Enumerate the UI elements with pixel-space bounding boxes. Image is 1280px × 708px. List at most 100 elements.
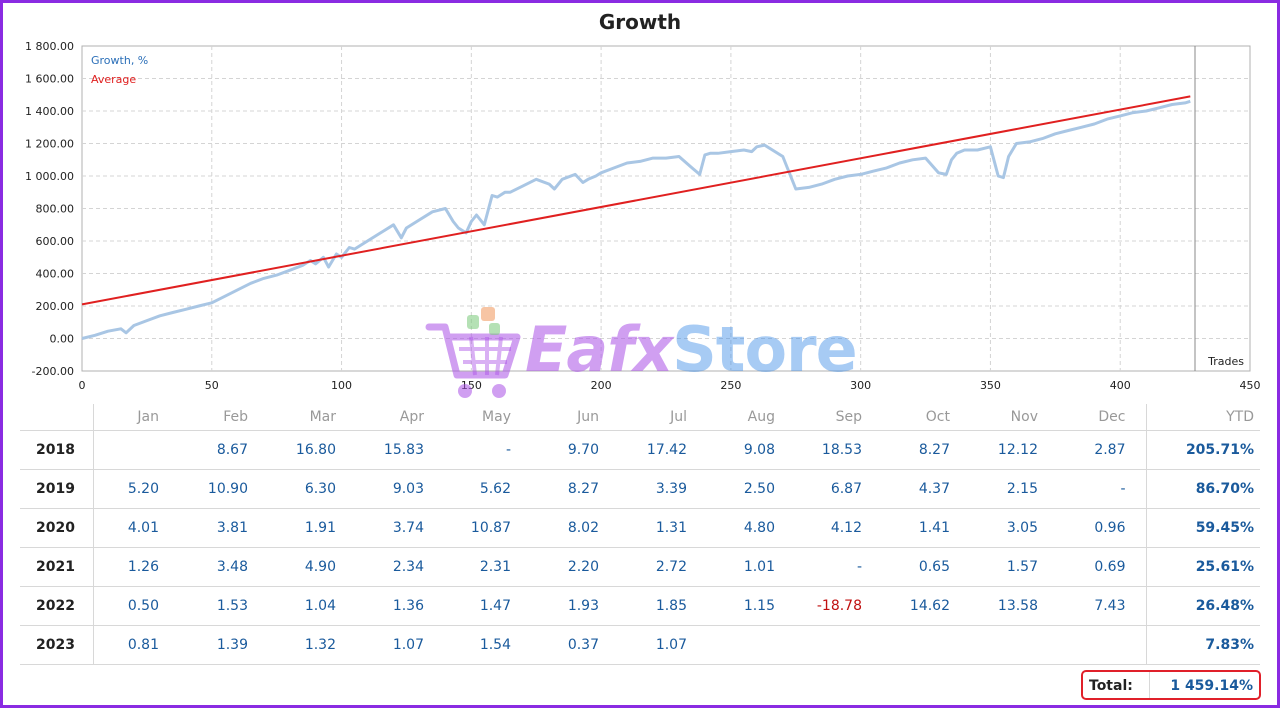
- month-cell: 2.87: [1058, 430, 1146, 470]
- month-cell: 8.27: [882, 430, 970, 470]
- chart-title: Growth: [598, 10, 682, 34]
- table-row: 2019 5.20 10.90 6.30 9.03 5.62 8.27 3.39 2.50 6.8…: [20, 469, 1260, 509]
- y-tick-label: 400.00: [36, 268, 75, 281]
- month-cell: [93, 430, 179, 470]
- table-row: 2018 8.67 16.80 15.83-9.70 17.42 9.08 18.53 8.2…: [20, 430, 1260, 470]
- month-cell: 6.30: [268, 469, 356, 509]
- header-sep: Sep: [835, 409, 862, 425]
- legend-entry: Average: [91, 73, 136, 86]
- average-series-line: [81, 95, 1191, 306]
- month-cell: 3.74: [356, 508, 444, 548]
- year-cell: 2020: [20, 508, 94, 548]
- month-cell: 8.02: [531, 508, 619, 548]
- year-cell: 2018: [20, 430, 94, 470]
- x-tick-label: 250: [720, 379, 741, 392]
- header-apr: Apr: [399, 409, 424, 425]
- header-jul: Jul: [670, 409, 687, 425]
- y-tick-label: 1 200.00: [25, 138, 74, 151]
- month-cell: 4.37: [882, 469, 970, 509]
- month-cell: 0.50: [93, 586, 179, 626]
- month-cell: 2.34: [356, 547, 444, 587]
- month-cell: -: [795, 547, 882, 587]
- month-cell: 15.83: [356, 430, 444, 470]
- header-nov: Nov: [1010, 409, 1038, 425]
- ytd-cell: 25.61%: [1145, 547, 1260, 587]
- month-cell: 2.72: [619, 547, 707, 587]
- month-cell: 4.01: [93, 508, 179, 548]
- month-cell: [882, 625, 970, 665]
- y-tick-label: 1 800.00: [25, 40, 74, 53]
- month-cell: 8.67: [179, 430, 268, 470]
- month-cell: 1.93: [531, 586, 619, 626]
- month-cell: 3.05: [970, 508, 1058, 548]
- month-cell: 1.26: [93, 547, 179, 587]
- month-cell: 1.39: [179, 625, 268, 665]
- year-cell: 2019: [20, 469, 94, 509]
- ytd-cell: 26.48%: [1145, 586, 1260, 626]
- y-tick-label: -200.00: [32, 365, 74, 378]
- y-tick-label: 800.00: [36, 203, 75, 216]
- month-cell: 2.50: [707, 469, 795, 509]
- growth-chart: -200.00 0.00 200.00 400.00 600.00 800.00 1 000…: [25, 40, 1261, 392]
- header-dec: Dec: [1098, 409, 1126, 425]
- month-cell: -: [1058, 469, 1146, 509]
- x-axis-label: Trades: [1207, 355, 1244, 368]
- header-jan: Jan: [137, 409, 159, 425]
- month-cell: 10.87: [444, 508, 531, 548]
- x-tick-label: 50: [205, 379, 219, 392]
- month-cell: 18.53: [795, 430, 882, 470]
- header-jun: Jun: [577, 409, 599, 425]
- month-cell: 4.90: [268, 547, 356, 587]
- month-cell: [795, 625, 882, 665]
- x-tick-label: 450: [1240, 379, 1261, 392]
- table-row: 2023 0.81 1.39 1.32 1.07 1.54 0.37 1.07 7.83%: [20, 625, 1260, 665]
- month-cell: 1.15: [707, 586, 795, 626]
- header-aug: Aug: [747, 409, 775, 425]
- month-cell: 1.04: [268, 586, 356, 626]
- month-cell: 1.32: [268, 625, 356, 665]
- month-cell: 1.36: [356, 586, 444, 626]
- month-cell: 0.37: [531, 625, 619, 665]
- month-cell: 1.01: [707, 547, 795, 587]
- month-cell: 7.43: [1058, 586, 1146, 626]
- month-cell: 17.42: [619, 430, 707, 470]
- month-cell: 13.58: [970, 586, 1058, 626]
- month-cell: 1.53: [179, 586, 268, 626]
- year-cell: 2021: [20, 547, 94, 587]
- total-divider: [1149, 672, 1150, 698]
- month-cell: 9.03: [356, 469, 444, 509]
- month-cell: 16.80: [268, 430, 356, 470]
- ytd-cell: 86.70%: [1145, 469, 1260, 509]
- month-cell: 3.81: [179, 508, 268, 548]
- month-cell: 1.47: [444, 586, 531, 626]
- growth-series-line: [81, 99, 1191, 340]
- header-year: [20, 404, 94, 431]
- header-mar: Mar: [309, 409, 336, 425]
- table-row: 2020 4.01 3.81 1.91 3.74 10.87 8.02 1.31 4.80 4.1…: [20, 508, 1260, 548]
- x-tick-label: 350: [980, 379, 1001, 392]
- month-cell: 1.85: [619, 586, 707, 626]
- month-cell: 1.54: [444, 625, 531, 665]
- month-cell: 10.90: [179, 469, 268, 509]
- year-cell: 2022: [20, 586, 94, 626]
- month-cell: 4.80: [707, 508, 795, 548]
- month-cell: 1.57: [970, 547, 1058, 587]
- header-oct: Oct: [925, 409, 950, 425]
- x-tick-label: 200: [591, 379, 612, 392]
- month-cell: 3.39: [619, 469, 707, 509]
- y-tick-label: 200.00: [36, 300, 75, 313]
- y-tick-label: 1 600.00: [25, 73, 74, 86]
- month-cell: 2.20: [531, 547, 619, 587]
- y-tick-label: 600.00: [36, 235, 75, 248]
- header-may: May: [482, 409, 511, 425]
- month-cell: 8.27: [531, 469, 619, 509]
- table-header-row: Jan Feb Mar Apr May Jun Jul Aug Sep Oct …: [20, 404, 1260, 431]
- x-tick-label: 150: [461, 379, 482, 392]
- month-cell: [1058, 625, 1146, 665]
- month-cell: 6.87: [795, 469, 882, 509]
- year-cell: 2023: [20, 625, 94, 665]
- x-tick-label: 300: [850, 379, 871, 392]
- month-cell: [970, 625, 1058, 665]
- ytd-cell: 205.71%: [1145, 430, 1260, 470]
- x-tick-label: 400: [1110, 379, 1131, 392]
